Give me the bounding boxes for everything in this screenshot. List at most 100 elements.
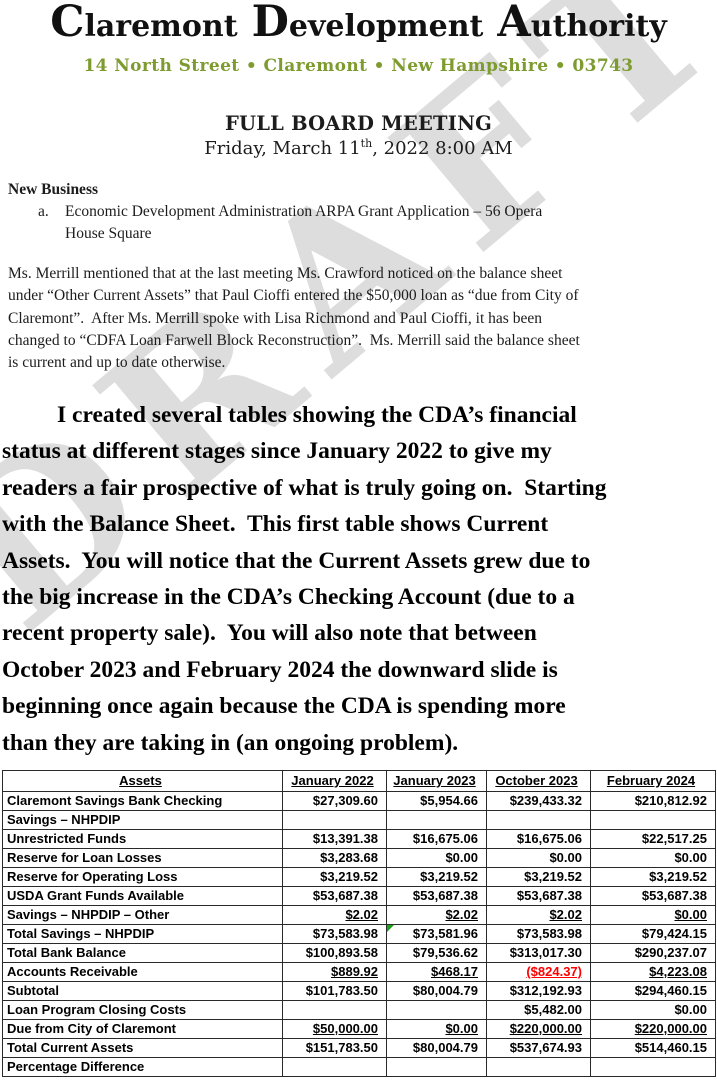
table-header-cell: Assets <box>2 770 283 792</box>
value-cell <box>282 1057 387 1077</box>
value-cell: $79,536.62 <box>386 943 487 963</box>
value-cell: $312,192.93 <box>486 981 591 1001</box>
value-cell: $0.00 <box>386 1019 487 1039</box>
commentary-line: with the Balance Sheet. This first table… <box>2 511 549 538</box>
org-title: Claremont Development Authority <box>0 0 717 53</box>
row-label-cell: Total Current Assets <box>2 1038 283 1058</box>
value-cell: $537,674.93 <box>486 1038 591 1058</box>
value-cell: $13,391.38 <box>282 829 387 849</box>
row-label-cell: Accounts Receivable <box>2 962 283 982</box>
agenda-item-marker: a. <box>38 203 49 220</box>
value-cell: $468.17 <box>386 962 487 982</box>
value-cell: $239,433.32 <box>486 791 591 811</box>
value-cell: $0.00 <box>486 848 591 868</box>
row-label-cell: Total Savings – NHPDIP <box>2 924 283 944</box>
table-row: Savings – NHPDIP – Other $2.02 $2.02 $2.02 $… <box>2 905 716 925</box>
value-cell <box>282 1000 387 1020</box>
value-cell: $16,675.06 <box>486 829 591 849</box>
value-cell: $22,517.25 <box>590 829 716 849</box>
agenda-item: a. Economic Development Administration AR… <box>8 201 711 245</box>
value-cell: $80,004.79 <box>386 981 487 1001</box>
commentary-paragraph: I created several tables showing the CDA… <box>2 397 717 761</box>
table-header-cell: October 2023 <box>486 770 591 792</box>
value-cell: $53,687.38 <box>282 886 387 906</box>
org-title-word: Claremont <box>50 0 238 47</box>
value-cell: $220,000.00 <box>590 1019 716 1039</box>
table-row: Loan Program Closing Costs $5,482.00 $0.00 <box>2 1000 716 1020</box>
commentary-line: Assets. You will notice that the Current… <box>2 547 591 574</box>
meeting-date-ordinal: th <box>360 137 373 150</box>
agenda-items: a. Economic Development Administration AR… <box>8 201 711 245</box>
meeting-title: FULL BOARD MEETING <box>225 112 492 135</box>
row-label-cell: Due from City of Claremont <box>2 1019 283 1039</box>
commentary-line: the big increase in the CDA’s Checking A… <box>2 584 575 611</box>
value-cell: $151,783.50 <box>282 1038 387 1058</box>
value-cell: $101,783.50 <box>282 981 387 1001</box>
table-row: Total Current Assets $151,783.50 $80,004.7… <box>2 1038 716 1058</box>
commentary-line: beginning once again because the CDA is … <box>2 693 566 720</box>
row-label-cell: Subtotal <box>2 981 283 1001</box>
table-row: Subtotal $101,783.50 $80,004.79 $312,192.93… <box>2 981 716 1001</box>
table-row: Accounts Receivable $889.92 $468.17 ($824.3… <box>2 962 716 982</box>
value-cell: $290,237.07 <box>590 943 716 963</box>
value-cell <box>590 1057 716 1077</box>
table-row: Due from City of Claremont $50,000.00 $0.0… <box>2 1019 716 1039</box>
meeting-datetime: Friday, March 11th, 2022 8:00 AM <box>0 137 717 159</box>
table-row: USDA Grant Funds Available $53,687.38 $53,… <box>2 886 716 906</box>
org-title-word: Authority <box>497 0 667 47</box>
value-cell: $0.00 <box>590 905 716 925</box>
value-cell <box>282 810 387 830</box>
table-row: Total Savings – NHPDIP $73,583.98 $73,581.… <box>2 924 716 944</box>
value-cell: $79,424.15 <box>590 924 716 944</box>
org-title-word: Development <box>251 0 484 47</box>
value-cell: $0.00 <box>590 1000 716 1020</box>
meeting-heading: FULL BOARD MEETING Friday, March 11th, 2… <box>0 112 717 159</box>
meeting-date-suffix: , 2022 8:00 AM <box>372 138 513 159</box>
row-label-cell: Reserve for Loan Losses <box>2 848 283 868</box>
row-label-cell: USDA Grant Funds Available <box>2 886 283 906</box>
value-cell: $73,583.98 <box>282 924 387 944</box>
minutes-line: is current and up to date otherwise. <box>8 354 226 372</box>
value-cell <box>590 810 716 830</box>
value-cell: $5,954.66 <box>386 791 487 811</box>
value-cell: $53,687.38 <box>486 886 591 906</box>
row-label-cell: Loan Program Closing Costs <box>2 1000 283 1020</box>
row-label-cell: Unrestricted Funds <box>2 829 283 849</box>
commentary-line: status at different stages since January… <box>2 438 552 465</box>
value-cell: $514,460.15 <box>590 1038 716 1058</box>
minutes-line: Claremont”. After Ms. Merrill spoke with… <box>8 309 542 327</box>
commentary-line: I created several tables showing the CDA… <box>57 402 577 428</box>
value-cell: $2.02 <box>386 905 487 925</box>
value-cell: $80,004.79 <box>386 1038 487 1058</box>
table-row: Reserve for Loan Losses $3,283.68 $0.00 $0.… <box>2 848 716 868</box>
minutes-paragraph: Ms. Merrill mentioned that at the last m… <box>8 263 713 374</box>
value-cell: $2.02 <box>282 905 387 925</box>
value-cell <box>486 810 591 830</box>
value-cell: $53,687.38 <box>386 886 487 906</box>
row-label-cell: Savings – NHPDIP <box>2 810 283 830</box>
org-address: 14 North Street • Claremont • New Hampsh… <box>83 56 634 76</box>
value-cell: $50,000.00 <box>282 1019 387 1039</box>
commentary-line: recent property sale). You will also not… <box>2 620 537 647</box>
comment-marker-icon <box>387 925 394 932</box>
table-row: Total Bank Balance $100,893.58 $79,536.62 $… <box>2 943 716 963</box>
value-cell <box>486 1057 591 1077</box>
new-business-section: New Business a. Economic Development Admi… <box>8 179 711 245</box>
row-label-cell: Savings – NHPDIP – Other <box>2 905 283 925</box>
table-row: Unrestricted Funds $13,391.38 $16,675.06 $1… <box>2 829 716 849</box>
value-cell: $313,017.30 <box>486 943 591 963</box>
value-cell: $53,687.38 <box>590 886 716 906</box>
value-cell: $3,219.52 <box>282 867 387 887</box>
value-cell: $3,283.68 <box>282 848 387 868</box>
minutes-line: Ms. Merrill mentioned that at the last m… <box>8 265 563 282</box>
commentary-line: October 2023 and February 2024 the downw… <box>2 656 558 683</box>
minutes-line: under “Other Current Assets” that Paul C… <box>8 287 579 305</box>
commentary-line: than they are taking in (an ongoing prob… <box>2 729 459 756</box>
minutes-line: changed to “CDFA Loan Farwell Block Reco… <box>8 331 580 349</box>
value-cell: $4,223.08 <box>590 962 716 982</box>
row-label-cell: Total Bank Balance <box>2 943 283 963</box>
table-header-cell: January 2023 <box>386 770 487 792</box>
table-header-row: Assets January 2022 January 2023 October 20… <box>2 770 716 792</box>
meeting-date-prefix: Friday, March 11 <box>204 138 361 159</box>
